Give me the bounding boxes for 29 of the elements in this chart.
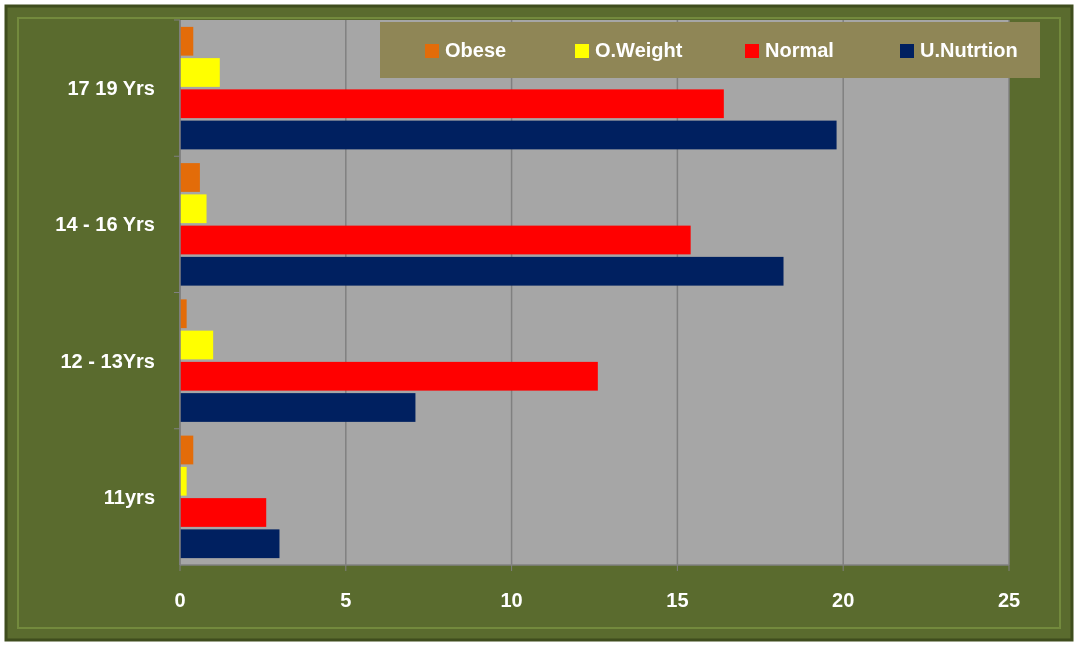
bar — [180, 498, 267, 527]
x-tick-label: 20 — [832, 589, 855, 611]
x-tick-label: 15 — [666, 589, 689, 611]
x-tick-label: 5 — [340, 589, 352, 611]
bar — [180, 58, 220, 87]
bar — [180, 225, 691, 255]
x-tick-label: 25 — [997, 589, 1021, 611]
bar — [180, 529, 280, 559]
bar — [180, 163, 200, 192]
legend-label: Obese — [445, 39, 507, 61]
bar — [180, 330, 214, 360]
bar — [180, 299, 187, 329]
bar — [180, 89, 724, 119]
legend-label: Normal — [765, 39, 834, 61]
bar — [180, 26, 194, 56]
bar — [180, 256, 784, 286]
x-tick-label: 10 — [500, 589, 523, 611]
legend-label: O.Weight — [595, 39, 683, 61]
y-tick-label: 17 19 Yrs — [67, 77, 155, 100]
bar — [180, 393, 416, 422]
bar — [180, 466, 187, 496]
x-tick-label: 0 — [174, 589, 186, 611]
bar — [180, 361, 598, 391]
bar — [180, 194, 207, 224]
y-tick-label: 12 - 13Yrs — [60, 349, 155, 372]
bar — [180, 120, 837, 150]
y-tick-label: 14 - 16 Yrs — [55, 213, 155, 236]
y-tick-label: 11yrs — [103, 485, 155, 508]
legend-label: U.Nutrtion — [920, 39, 1018, 61]
